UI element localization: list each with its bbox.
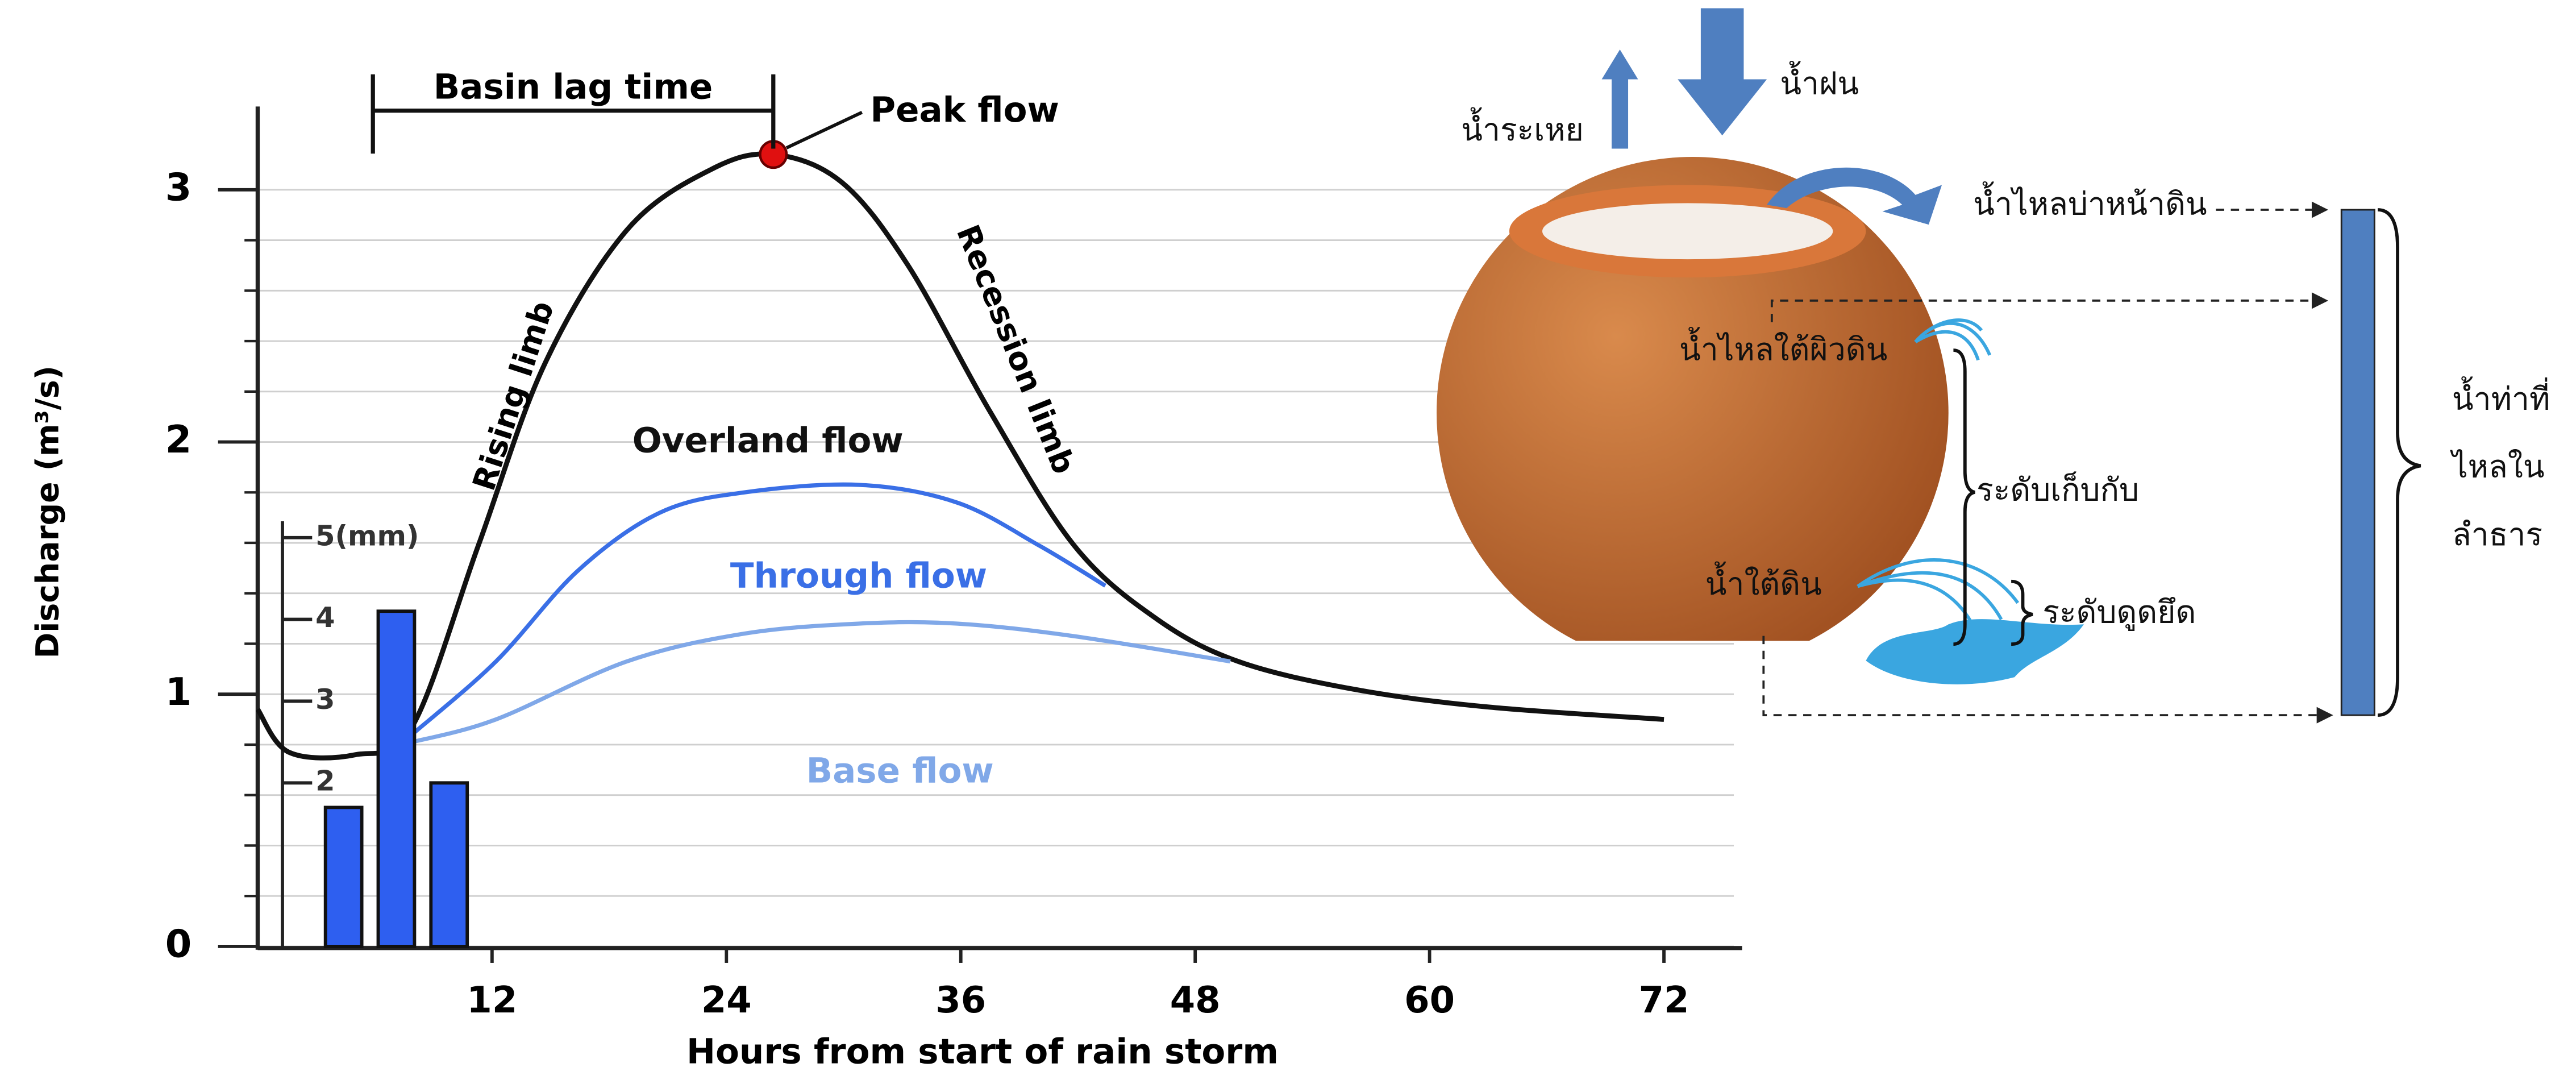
label-rain: น้ำฝน xyxy=(1780,61,1859,102)
water-pot-diagram: น้ำระเหย น้ำฝน น้ำไหลบ่าหน้าดิน น้ำไหลใต… xyxy=(1437,9,2550,724)
y2-tick-label: 3 xyxy=(315,683,335,716)
rain-bar xyxy=(326,807,362,946)
page: Hours from start of rain storm Discharge… xyxy=(0,0,2576,1067)
label-streamflow: ลำธาร xyxy=(2452,517,2542,553)
y-tick-label: 2 xyxy=(165,417,192,462)
label-groundwater: น้ำใต้ดิน xyxy=(1705,561,1822,603)
pot-mouth xyxy=(1542,203,1833,259)
label-surface-runoff: น้ำไหลบ่าหน้าดิน xyxy=(1973,181,2207,223)
flow-arrowheads xyxy=(2312,201,2333,723)
y-tick-label: 1 xyxy=(165,670,192,714)
label-subsurface-flow: น้ำไหลใต้ผิวดิน xyxy=(1679,326,1887,368)
figure: Hours from start of rain storm Discharge… xyxy=(0,0,2576,1067)
label-streamflow: ไหลใน xyxy=(2450,449,2545,485)
y-axis-label: Discharge (m³/s) xyxy=(30,366,66,658)
label-streamflow: น้ำท่าที่ xyxy=(2452,376,2550,418)
rain-bar xyxy=(431,783,467,946)
rain-arrow xyxy=(1678,9,1767,136)
x-tick-label: 72 xyxy=(1639,979,1689,1022)
recession-limb-label: Recession limb xyxy=(949,220,1082,479)
label-retention-level: ระดับดูดยึด xyxy=(2042,594,2196,631)
series-label: Base flow xyxy=(806,750,994,791)
x-axis-label: Hours from start of rain storm xyxy=(686,1031,1279,1067)
flow-curve xyxy=(412,484,1105,734)
x-tick-label: 12 xyxy=(467,979,517,1022)
y-tick-label: 3 xyxy=(165,165,192,209)
label-storage-level: ระดับเก็บกับ xyxy=(1976,471,2139,508)
flow-curve xyxy=(412,622,1230,742)
x-tick-label: 36 xyxy=(935,979,986,1022)
rising-limb-label: Rising limb xyxy=(466,297,561,495)
peak-leader xyxy=(786,113,862,148)
evaporation-arrow xyxy=(1602,49,1638,148)
x-tick-label: 24 xyxy=(701,979,752,1022)
y2-tick-label: 4 xyxy=(315,601,335,634)
series-label: Overland flow xyxy=(632,420,904,460)
x-tick-label: 60 xyxy=(1404,979,1455,1022)
y2-tick-label: 5(mm) xyxy=(315,519,419,552)
hydrograph: Hours from start of rain storm Discharge… xyxy=(30,67,1742,1067)
stream-bar xyxy=(2341,210,2374,715)
y2-tick-label: 2 xyxy=(315,765,335,798)
lag-label: Basin lag time xyxy=(434,67,713,107)
rain-bar xyxy=(378,611,414,946)
peak-label: Peak flow xyxy=(870,90,1059,130)
series-label: Through flow xyxy=(730,556,987,596)
x-tick-label: 48 xyxy=(1170,979,1221,1022)
label-evaporation: น้ำระเหย xyxy=(1461,107,1584,148)
y-tick-label: 0 xyxy=(165,921,192,966)
